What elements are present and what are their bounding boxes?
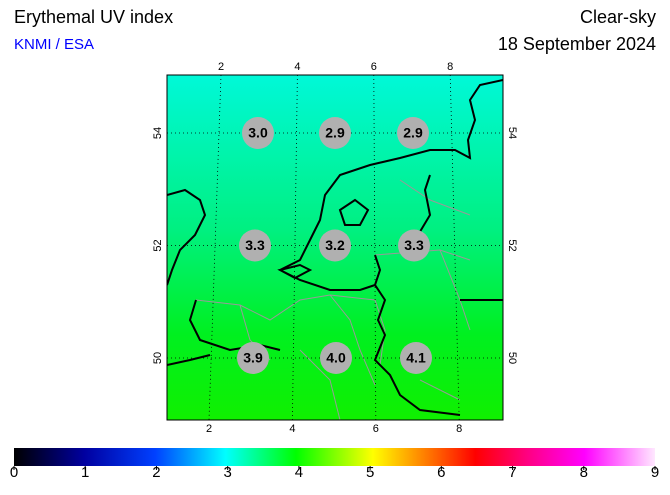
uv-marker (398, 229, 430, 262)
lon-tick-label: 6 (371, 61, 377, 73)
colorbar-label: 2 (152, 464, 160, 481)
uv-value: 3.9 (243, 350, 263, 366)
uv-marker (320, 342, 352, 374)
uv-value: 3.0 (248, 125, 268, 141)
lon-tick-label: 8 (447, 61, 453, 73)
colorbar (14, 448, 655, 466)
title: Erythemal UV index (14, 7, 173, 27)
lat-tick-label: 54 (152, 127, 164, 139)
colorbar-label: 9 (651, 464, 659, 481)
colorbar-label: 5 (366, 464, 374, 481)
grid-line (208, 74, 222, 421)
uv-value: 3.3 (245, 237, 265, 253)
colorbar-label: 0 (10, 464, 18, 481)
colorbar-label: 3 (223, 464, 231, 481)
lat-tick-label: 50 (506, 352, 518, 364)
uv-value: 4.1 (406, 350, 426, 366)
lon-tick-label: 4 (289, 423, 295, 435)
lat-tick-label: 54 (506, 127, 518, 139)
lon-tick-label: 6 (373, 423, 379, 435)
grid-line (292, 74, 298, 421)
colorbar-label: 6 (437, 464, 445, 481)
grid-line (373, 74, 377, 421)
uv-value: 2.9 (403, 125, 423, 141)
colorbar-label: 7 (508, 464, 516, 481)
uv-marker (237, 342, 269, 374)
lat-tick-label: 52 (506, 239, 518, 251)
uv-marker (319, 117, 351, 149)
map-lines (167, 79, 503, 420)
uv-marker (242, 117, 274, 149)
grid-line (449, 74, 460, 421)
colorbar-label: 1 (81, 464, 89, 481)
condition: Clear-sky (580, 7, 656, 27)
map-frame (166, 74, 504, 421)
lat-tick-label: 52 (152, 239, 164, 251)
lat-tick-label: 50 (152, 352, 164, 364)
source: KNMI / ESA (14, 36, 94, 53)
uv-marker (239, 229, 271, 262)
coastlines (167, 79, 503, 416)
colorbar-label: 4 (295, 464, 303, 481)
date: 18 September 2024 (498, 34, 656, 54)
uv-value: 3.2 (325, 237, 345, 253)
uv-marker (400, 342, 432, 374)
uv-value: 4.0 (326, 350, 346, 366)
uv-marker (319, 229, 351, 262)
uv-marker (397, 117, 429, 149)
uv-value: 3.3 (404, 237, 424, 253)
lon-tick-label: 4 (294, 61, 300, 73)
lon-tick-label: 2 (206, 423, 212, 435)
lon-tick-label: 2 (218, 61, 224, 73)
uv-value: 2.9 (325, 125, 345, 141)
colorbar-label: 8 (580, 464, 588, 481)
lon-tick-label: 8 (456, 423, 462, 435)
